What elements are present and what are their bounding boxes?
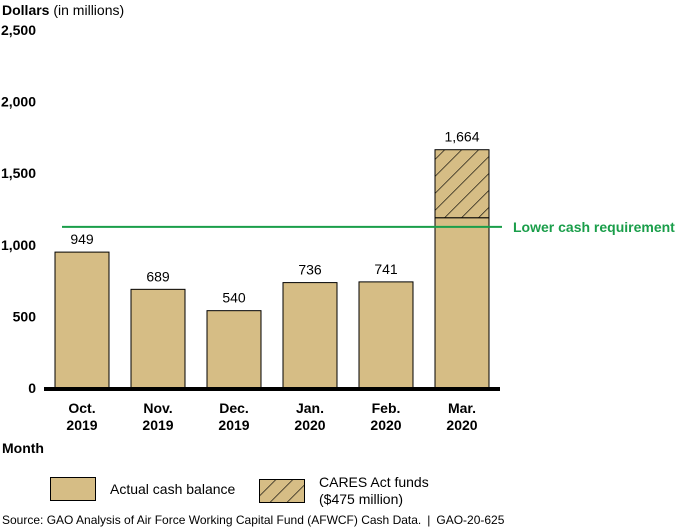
- x-tick-label: 2019: [218, 417, 249, 433]
- x-tick-label: Jan.: [296, 400, 324, 416]
- data-label: 540: [222, 290, 246, 306]
- bar-actual: [282, 282, 338, 389]
- bar-actual: [54, 251, 110, 389]
- data-label: 741: [374, 261, 398, 277]
- bar-actual: [434, 217, 490, 389]
- x-tick-label: Dec.: [219, 400, 249, 416]
- legend-swatch-cares: [259, 479, 305, 503]
- bar-actual: [358, 281, 414, 389]
- x-tick-label: Feb.: [372, 400, 401, 416]
- x-tick-label: Nov.: [143, 400, 172, 416]
- data-label: 1,664: [444, 129, 479, 145]
- x-tick-label: 2020: [446, 417, 477, 433]
- y-tick-label: 2,000: [1, 94, 36, 110]
- x-axis-title: Month: [2, 440, 44, 456]
- y-tick-label: 2,500: [1, 22, 36, 38]
- data-label: 736: [298, 262, 322, 278]
- reference-line-label: Lower cash requirement: [513, 219, 675, 235]
- y-tick-label: 1,000: [1, 237, 36, 253]
- y-tick-label: 500: [13, 308, 37, 324]
- source-separator: |: [427, 513, 431, 527]
- legend-swatch-actual: [50, 477, 96, 501]
- y-axis-title: Dollars (in millions): [2, 2, 124, 18]
- bar-actual: [130, 288, 186, 389]
- legend-item-cares: CARES Act funds ($475 million): [259, 474, 429, 508]
- legend-item-actual: Actual cash balance: [50, 477, 235, 501]
- y-tick-label: 1,500: [1, 165, 36, 181]
- report-number: GAO-20-625: [436, 513, 505, 527]
- x-tick-label: 2019: [66, 417, 97, 433]
- source-note: Source: GAO Analysis of Air Force Workin…: [2, 513, 504, 527]
- x-tick-label: 2019: [142, 417, 173, 433]
- y-axis-title-unit: (in millions): [53, 2, 125, 18]
- bar-actual: [206, 310, 262, 389]
- bar-cares: [434, 149, 490, 219]
- y-tick-label: 0: [28, 380, 36, 396]
- x-tick-label: 2020: [370, 417, 401, 433]
- x-axis-line: [44, 387, 500, 391]
- source-text: Source: GAO Analysis of Air Force Workin…: [2, 513, 422, 527]
- y-axis-title-bold: Dollars: [2, 2, 50, 18]
- data-label: 949: [70, 231, 94, 247]
- x-tick-label: Mar.: [448, 400, 476, 416]
- legend-label-cares: CARES Act funds ($475 million): [319, 474, 429, 507]
- x-tick-label: Oct.: [68, 400, 95, 416]
- x-tick-label: 2020: [294, 417, 325, 433]
- data-label: 689: [146, 268, 170, 284]
- legend-label-actual: Actual cash balance: [110, 480, 236, 497]
